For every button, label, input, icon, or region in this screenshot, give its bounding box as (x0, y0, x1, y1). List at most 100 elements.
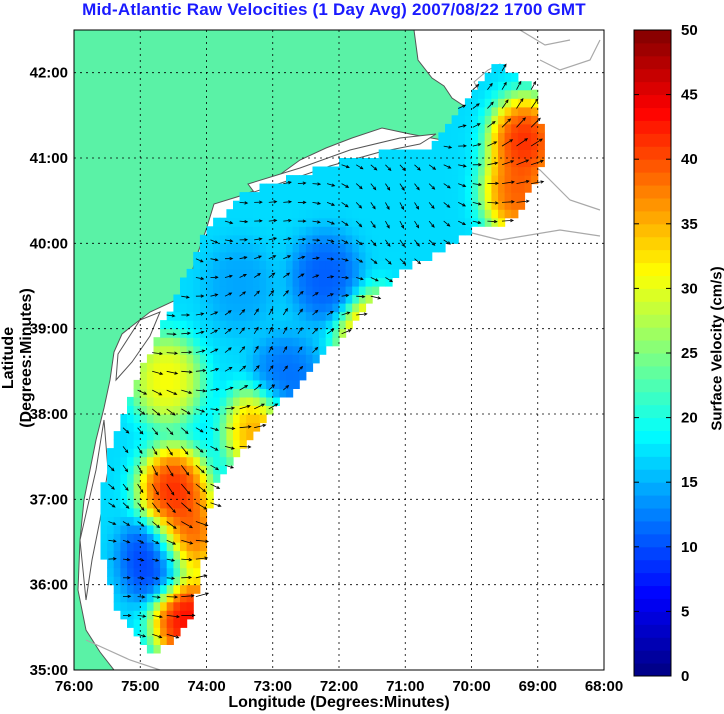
velocity-cell (319, 303, 327, 313)
velocity-cell (199, 354, 208, 364)
velocity-cell (107, 524, 115, 534)
velocity-arrowhead (125, 430, 130, 434)
velocity-cell (498, 140, 506, 150)
velocity-cell (127, 567, 135, 577)
velocity-cell (199, 516, 208, 526)
velocity-arrowhead (503, 63, 507, 68)
velocity-cell (352, 175, 360, 185)
velocity-arrow (443, 202, 450, 208)
velocity-arrowhead (140, 576, 145, 580)
velocity-cell (345, 311, 353, 321)
velocity-cell (266, 268, 274, 278)
velocity-cell (226, 209, 234, 219)
velocity-cell (186, 303, 194, 313)
velocity-arrowhead (191, 613, 196, 618)
velocity-cell (378, 226, 386, 236)
velocity-cell (160, 576, 168, 586)
velocity-cell (345, 217, 353, 227)
velocity-cell (239, 414, 247, 424)
velocity-cell (180, 490, 188, 500)
velocity-cell (524, 81, 532, 91)
velocity-cell (504, 123, 512, 133)
velocity-cell (186, 473, 194, 483)
colorbar-segment (634, 495, 671, 509)
velocity-cell (339, 209, 347, 219)
velocity-arrow (210, 368, 219, 372)
velocity-arrow (530, 160, 544, 166)
velocity-arrow (487, 202, 498, 204)
velocity-arrowhead (214, 311, 219, 315)
velocity-arrowhead (315, 274, 320, 278)
velocity-cell (173, 524, 181, 534)
velocity-cell (193, 516, 201, 526)
velocity-cell (531, 115, 539, 125)
velocity-cell (246, 345, 254, 355)
velocity-cell (213, 379, 221, 389)
velocity-cell (279, 200, 287, 210)
velocity-arrow (312, 292, 319, 297)
velocity-cell (133, 618, 141, 628)
velocity-cell (418, 251, 426, 261)
velocity-cell (286, 371, 294, 381)
velocity-cell (140, 635, 148, 645)
velocity-cell (365, 277, 373, 287)
velocity-cell (458, 140, 466, 150)
velocity-cell (193, 277, 201, 287)
velocity-arrow (472, 202, 481, 205)
velocity-cell (431, 140, 439, 150)
colorbar-segment (634, 417, 671, 432)
velocity-arrow (195, 446, 204, 453)
velocity-cell (120, 533, 128, 543)
velocity-cell (339, 277, 347, 287)
x-tick-label: 69:00 (519, 678, 557, 695)
velocity-cell (160, 431, 168, 441)
velocity-cell (266, 192, 274, 202)
velocity-cell (305, 311, 314, 321)
velocity-arrowhead (432, 166, 437, 170)
velocity-cell (140, 396, 148, 406)
velocity-cell (146, 473, 155, 483)
velocity-cell (153, 516, 161, 526)
velocity-cell (418, 192, 426, 202)
colorbar-segment (634, 223, 671, 238)
velocity-arrow (108, 464, 115, 471)
velocity-cell (186, 456, 194, 466)
velocity-cell (352, 311, 360, 321)
velocity-arrow (458, 164, 466, 167)
velocity-cell (113, 465, 121, 475)
velocity-cell (186, 490, 194, 500)
velocity-cell (358, 234, 367, 244)
velocity-arrowhead (200, 294, 205, 298)
velocity-cell (180, 277, 188, 287)
velocity-cell (193, 303, 201, 313)
velocity-cell (120, 516, 128, 526)
velocity-cell (146, 371, 155, 381)
velocity-arrow (210, 329, 218, 335)
velocity-arrowhead (241, 346, 246, 350)
velocity-arrowhead (188, 390, 193, 394)
velocity-cell (166, 396, 174, 406)
velocity-arrowhead (111, 486, 115, 490)
velocity-cell (140, 490, 148, 500)
velocity-arrowhead (262, 423, 267, 428)
velocity-cell (239, 371, 247, 381)
velocity-arrow (210, 388, 219, 391)
velocity-cell (445, 140, 453, 150)
velocity-cell (252, 354, 261, 364)
velocity-arrow (122, 464, 128, 472)
velocity-cell (120, 422, 128, 432)
velocity-cell (464, 149, 473, 159)
velocity-cell (219, 277, 227, 287)
velocity-arrowhead (462, 203, 467, 207)
velocity-cell (524, 166, 532, 176)
velocity-cell (372, 286, 380, 296)
velocity-cell (246, 260, 254, 270)
velocity-cell (252, 405, 261, 415)
velocity-arrow (137, 596, 145, 598)
velocity-cell (246, 431, 254, 441)
velocity-cell (213, 268, 221, 278)
velocity-cell (345, 158, 353, 168)
velocity-arrowhead (285, 384, 290, 389)
velocity-arrowhead (258, 384, 262, 388)
colorbar-segment (634, 120, 671, 134)
